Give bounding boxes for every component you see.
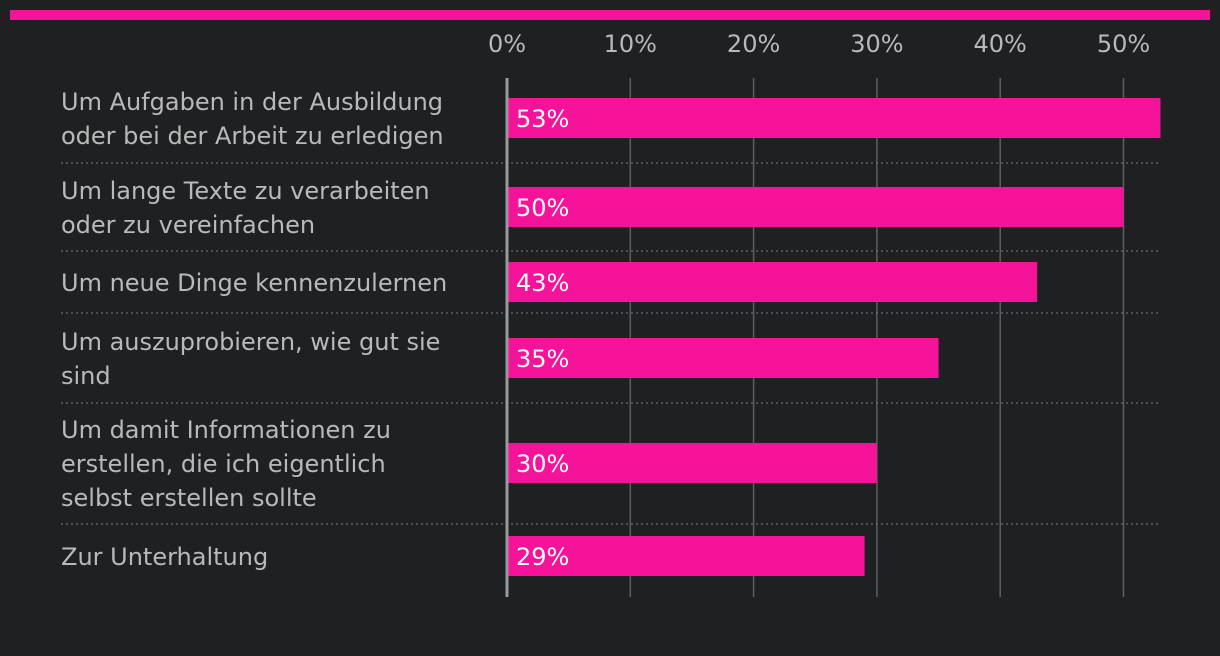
- bar: [507, 536, 865, 576]
- x-tick-label: 0%: [488, 30, 526, 58]
- category-label: oder bei der Arbeit zu erledigen: [61, 122, 444, 150]
- category-label: selbst erstellen sollte: [61, 484, 317, 512]
- x-tick-label: 30%: [850, 30, 903, 58]
- bar: [507, 338, 939, 378]
- category-label: Um auszuprobieren, wie gut sie: [61, 328, 440, 356]
- category-label: oder zu vereinfachen: [61, 211, 315, 239]
- category-label: sind: [61, 362, 111, 390]
- bar-value-label: 43%: [516, 269, 569, 297]
- bar-value-label: 53%: [516, 105, 569, 133]
- bar-value-label: 29%: [516, 543, 569, 571]
- top-accent-bar: [10, 10, 1210, 20]
- x-tick-label: 40%: [974, 30, 1027, 58]
- x-tick-label: 50%: [1097, 30, 1150, 58]
- category-label: Um neue Dinge kennenzulernen: [61, 269, 447, 297]
- bar: [507, 98, 1161, 138]
- x-tick-label: 10%: [604, 30, 657, 58]
- bar-value-label: 35%: [516, 345, 569, 373]
- bar: [507, 262, 1038, 302]
- bar-value-label: 50%: [516, 194, 569, 222]
- category-label: erstellen, die ich eigentlich: [61, 450, 386, 478]
- category-label: Um damit Informationen zu: [61, 416, 391, 444]
- category-label: Zur Unterhaltung: [61, 543, 268, 571]
- category-label: Um Aufgaben in der Ausbildung: [61, 88, 443, 116]
- x-tick-label: 20%: [727, 30, 780, 58]
- bar: [507, 187, 1124, 227]
- bar-value-label: 30%: [516, 450, 569, 478]
- bar: [507, 443, 877, 483]
- category-label: Um lange Texte zu verarbeiten: [61, 177, 430, 205]
